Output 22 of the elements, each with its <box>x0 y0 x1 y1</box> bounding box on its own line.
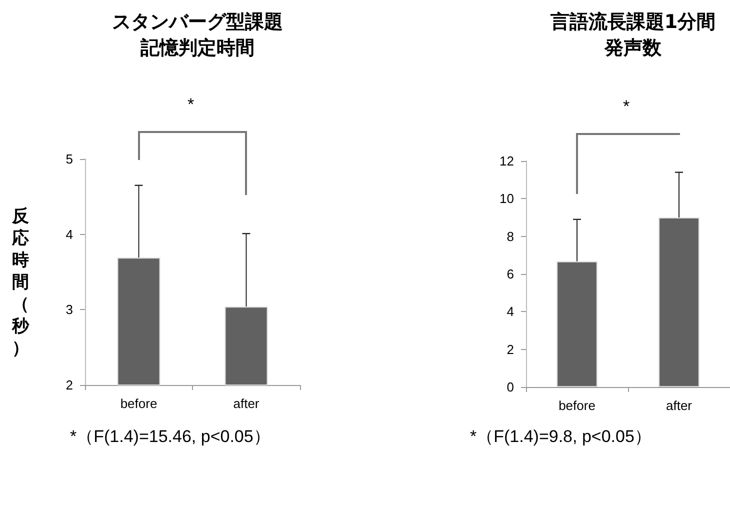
y-axis-title: 反応時間（秒） <box>11 206 30 358</box>
text: *（F(1.4)=15.46, p<0.05） <box>70 427 270 446</box>
y-tick-label: 10 <box>500 191 514 206</box>
y-tick-label: 3 <box>66 302 73 318</box>
y-tick-label: 12 <box>500 154 514 168</box>
text: * <box>188 95 194 114</box>
y-tick-label: 6 <box>506 266 514 282</box>
chart-title: 言語流長課題1分間発声数 <box>549 11 716 59</box>
text: * <box>623 97 630 116</box>
x-tick-label: before <box>558 398 596 413</box>
y-tick-label: 8 <box>506 228 514 244</box>
y-tick-label: 2 <box>506 342 514 357</box>
y-tick-label: 5 <box>66 152 73 166</box>
y-tick-label: 2 <box>66 378 73 392</box>
y-tick-label: 0 <box>506 380 514 394</box>
x-tick-label: before <box>120 396 158 411</box>
y-tick-label: 4 <box>506 304 514 320</box>
chart-title: スタンバーグ型課題記憶判定時間 <box>112 11 283 59</box>
text: *（F(1.4)=9.8, p<0.05） <box>470 427 652 446</box>
y-tick-label: 4 <box>66 226 73 242</box>
x-tick-label: after <box>233 396 260 411</box>
x-tick-label: after <box>666 398 693 413</box>
